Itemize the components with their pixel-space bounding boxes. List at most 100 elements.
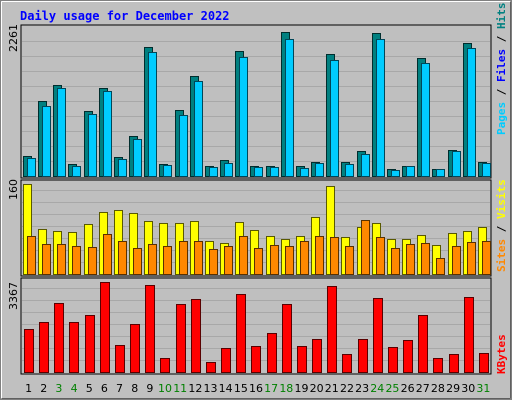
legend-visits: Visits (495, 179, 508, 219)
bar-pages-day-9 (148, 52, 157, 177)
bar-sites-day-24 (376, 237, 385, 275)
day-label-2: 2 (40, 382, 47, 395)
bar-sites-day-29 (452, 246, 461, 275)
bars-visits-sites (23, 184, 491, 275)
day-label-24: 24 (370, 382, 384, 395)
bar-kbytes-day-21 (327, 286, 337, 373)
day-label-29: 29 (446, 382, 460, 395)
bar-kbytes-day-17 (267, 333, 277, 373)
day-label-20: 20 (310, 382, 324, 395)
bar-sites-day-13 (209, 249, 218, 275)
bar-kbytes-day-30 (464, 297, 474, 373)
bar-pages-day-22 (345, 164, 354, 177)
bar-kbytes-day-31 (479, 353, 489, 373)
bar-kbytes-day-1 (24, 329, 34, 373)
bar-kbytes-day-29 (449, 354, 459, 373)
legend-kbytes: KBytes (495, 334, 508, 374)
bar-sites-day-6 (103, 234, 112, 275)
bar-pages-day-13 (209, 167, 218, 177)
bar-pages-day-23 (361, 154, 370, 177)
bar-sites-day-23 (361, 220, 370, 275)
bar-sites-day-4 (72, 246, 81, 275)
bar-pages-day-15 (239, 57, 248, 177)
bar-sites-day-7 (118, 241, 127, 275)
bar-kbytes-day-23 (358, 339, 368, 373)
bar-kbytes-day-12 (191, 299, 201, 373)
bar-pages-day-19 (300, 168, 309, 177)
bar-sites-day-19 (300, 241, 309, 275)
day-label-17: 17 (264, 382, 278, 395)
bar-pages-day-11 (179, 115, 188, 177)
bar-sites-day-21 (330, 237, 339, 275)
bar-sites-day-11 (179, 241, 188, 275)
bar-pages-day-2 (42, 106, 51, 177)
bar-kbytes-day-25 (388, 347, 398, 373)
bar-kbytes-day-10 (160, 358, 170, 373)
panel-kbytes: 3367 KBytes (7, 277, 508, 375)
day-label-25: 25 (385, 382, 399, 395)
bar-pages-day-8 (133, 139, 142, 177)
bar-pages-day-24 (376, 39, 385, 177)
day-label-12: 12 (188, 382, 202, 395)
bar-sites-day-17 (270, 245, 279, 275)
chart-title: Daily usage for December 2022 (20, 9, 230, 23)
bar-kbytes-day-3 (54, 303, 64, 373)
bar-pages-day-10 (163, 165, 172, 177)
legend-sep-1: / (495, 82, 508, 102)
day-label-16: 16 (249, 382, 263, 395)
day-label-11: 11 (173, 382, 187, 395)
bar-sites-day-31 (482, 241, 491, 275)
legend-pages-files-hits: Pages / Files / Hits (495, 3, 508, 136)
day-label-7: 7 (116, 382, 123, 395)
bar-kbytes-day-19 (297, 346, 307, 373)
bar-pages-day-6 (103, 91, 112, 177)
bar-pages-day-4 (72, 166, 81, 177)
bar-pages-day-18 (285, 39, 294, 177)
bar-sites-day-2 (42, 244, 51, 275)
bar-kbytes-day-22 (342, 354, 352, 373)
bar-sites-day-12 (194, 241, 203, 275)
bar-sites-day-28 (436, 258, 445, 275)
ymax-label-visits: 160 (7, 179, 20, 200)
bar-kbytes-day-5 (85, 315, 95, 373)
day-label-21: 21 (325, 382, 339, 395)
bar-pages-day-1 (27, 158, 36, 177)
legend-sites: Sites (495, 239, 508, 272)
day-label-22: 22 (340, 382, 354, 395)
day-label-23: 23 (355, 382, 369, 395)
bar-pages-day-20 (315, 163, 324, 177)
bar-kbytes-day-9 (145, 285, 155, 373)
bar-kbytes-day-4 (69, 322, 79, 373)
bar-sites-day-27 (421, 243, 430, 275)
bar-sites-day-30 (467, 242, 476, 275)
day-label-15: 15 (234, 382, 248, 395)
bar-sites-day-26 (406, 244, 415, 275)
bar-pages-day-29 (452, 151, 461, 177)
bar-kbytes-day-8 (130, 324, 140, 373)
bar-pages-day-25 (391, 170, 400, 177)
ymax-label-pages: 2261 (7, 24, 20, 52)
panel-visits-sites: 160 Sites / Visits (7, 179, 508, 277)
day-label-28: 28 (431, 382, 445, 395)
bar-sites-day-16 (254, 248, 263, 275)
bar-kbytes-day-6 (100, 282, 110, 373)
bar-pages-day-3 (57, 88, 66, 177)
day-label-5: 5 (86, 382, 93, 395)
bars-kbytes (24, 282, 489, 373)
legend-sep-2: / (495, 29, 508, 49)
bar-kbytes-day-28 (433, 358, 443, 373)
bar-kbytes-day-26 (403, 340, 413, 373)
bar-sites-day-8 (133, 248, 142, 275)
bar-sites-day-3 (57, 244, 66, 275)
bar-pages-day-7 (118, 159, 127, 177)
bar-pages-day-31 (482, 163, 491, 177)
bar-pages-day-30 (467, 48, 476, 177)
day-label-27: 27 (416, 382, 430, 395)
bar-sites-day-15 (239, 236, 248, 275)
day-label-4: 4 (71, 382, 78, 395)
legend-sep-3: / (495, 219, 508, 239)
bar-pages-day-16 (254, 167, 263, 177)
bar-sites-day-25 (391, 248, 400, 275)
bar-pages-day-14 (224, 163, 233, 177)
